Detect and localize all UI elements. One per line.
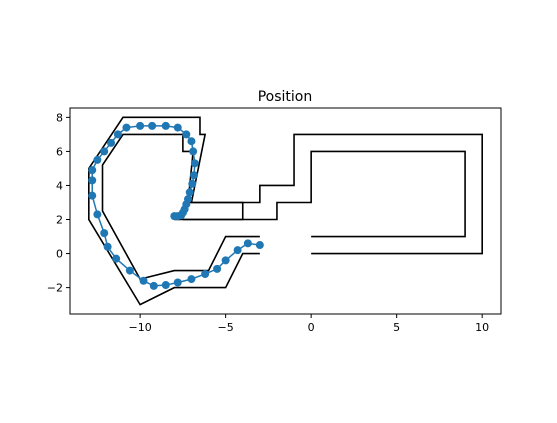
series-3-point-15 (93, 210, 102, 219)
series-3-point-13 (103, 242, 112, 251)
series-3-point-30 (189, 147, 198, 156)
series-3-point-27 (173, 123, 182, 132)
series-3-point-9 (149, 281, 158, 290)
series-3-point-31 (190, 159, 199, 168)
series-3-point-17 (88, 176, 97, 185)
x-tick-label: −10 (129, 321, 152, 334)
series-3-point-25 (148, 121, 157, 130)
series-3-point-19 (93, 155, 102, 164)
series-3-point-32 (190, 171, 198, 180)
series-1-line (88, 116, 260, 306)
series-3-point-23 (122, 123, 131, 132)
series-2-line (182, 150, 466, 238)
series-3-point-1 (243, 239, 252, 248)
series-3-point-34 (185, 188, 194, 197)
series-1 (88, 116, 260, 306)
series-3-point-8 (161, 281, 170, 290)
series-2 (182, 150, 466, 238)
series-0 (101, 133, 483, 281)
series-3-point-12 (112, 254, 121, 263)
series-3 (88, 121, 264, 290)
series-3-point-7 (173, 278, 182, 287)
series-3-point-0 (255, 241, 264, 250)
y-tick-label: 6 (56, 145, 63, 158)
series-layer (88, 116, 483, 306)
y-tick-label: −2 (47, 282, 63, 295)
series-3-point-6 (187, 275, 196, 284)
series-3-point-22 (113, 130, 122, 139)
series-3-point-10 (139, 276, 148, 285)
series-0-line (101, 133, 483, 281)
y-tick-label: 4 (56, 179, 63, 192)
series-3-point-29 (187, 137, 196, 146)
series-3-point-28 (182, 130, 191, 139)
series-3-point-26 (161, 121, 170, 130)
plot-frame (69, 107, 502, 315)
series-3-point-24 (136, 121, 145, 130)
x-tick-label: 5 (393, 321, 400, 334)
series-3-point-11 (125, 266, 134, 275)
y-tick-label: 2 (56, 214, 63, 227)
x-tick-label: 10 (475, 321, 489, 334)
chart-title: Position (258, 89, 313, 105)
axes-layer: −10 −5 0 5 10 −2 0 2 4 6 8 (47, 107, 502, 334)
y-tick-label: 8 (56, 111, 63, 124)
x-tick-label: 0 (308, 321, 315, 334)
series-3-point-16 (88, 191, 97, 200)
series-3-point-5 (201, 269, 210, 278)
series-3-point-2 (233, 246, 242, 255)
series-3-point-41 (170, 212, 179, 221)
series-3-point-33 (188, 179, 197, 188)
x-tick-label: −5 (218, 321, 234, 334)
series-3-point-14 (100, 229, 109, 238)
series-3-point-20 (100, 147, 109, 156)
series-3-point-3 (221, 256, 230, 265)
series-3-point-4 (213, 264, 222, 273)
series-3-point-18 (88, 166, 97, 175)
y-tick-label: 0 (56, 248, 63, 261)
series-3-point-21 (107, 138, 116, 147)
